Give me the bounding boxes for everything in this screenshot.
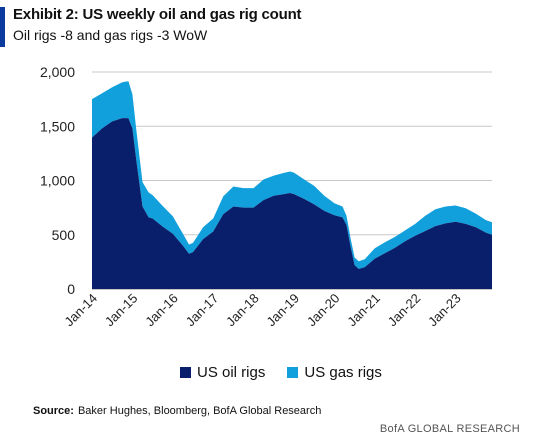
x-tick-label: Jan-15 [102,291,141,330]
x-tick-label: Jan-19 [263,291,302,330]
x-tick-label: Jan-17 [183,291,222,330]
legend-label-gas: US gas rigs [304,364,382,381]
y-tick-label: 1,500 [40,118,75,134]
chart-title: Exhibit 2: US weekly oil and gas rig cou… [13,6,302,23]
y-tick-label: 0 [67,281,75,297]
source-label: Source: [33,405,74,417]
stacked-areas [92,81,492,289]
x-tick-label: Jan-18 [223,291,262,330]
legend-swatch-gas [287,367,299,378]
brand-footer: BofA GLOBAL RESEARCH [379,423,520,435]
y-tick-label: 2,000 [40,64,75,80]
source-note: Source: Baker Hughes, Bloomberg, BofA Glo… [33,405,321,417]
y-tick-label: 1,000 [40,173,75,189]
x-tick-label: Jan-23 [425,291,464,330]
series-area-oil-rigs [92,118,492,289]
title-accent-bar [0,7,5,47]
y-axis-ticks: 0 500 1,000 1,500 2,000 [40,64,75,297]
source-text: Baker Hughes, Bloomberg, BofA Global Res… [77,405,322,417]
x-tick-label: Jan-20 [304,291,343,330]
x-axis-ticks: Jan-14 Jan-15 Jan-16 Jan-17 Jan-18 Jan-19 Jan-… [61,291,463,330]
chart-subtitle: Oil rigs -8 and gas rigs -3 WoW [13,27,208,43]
legend-item-oil: US oil rigs [180,364,265,381]
x-tick-label: Jan-22 [385,291,424,330]
legend-label-oil: US oil rigs [197,364,266,381]
rig-count-chart: 0 500 1,000 1,500 2,000 Jan-14 Jan-15 Jan-16 Ja… [40,64,492,330]
legend-swatch-oil [180,367,191,378]
x-tick-label: Jan-16 [142,291,181,330]
legend-item-gas: US gas rigs [287,364,382,381]
series-area-gas-rigs [92,81,492,269]
x-tick-label: Jan-21 [344,291,383,330]
y-tick-label: 500 [52,227,76,243]
legend: US oil rigs US gas rigs [180,364,382,381]
